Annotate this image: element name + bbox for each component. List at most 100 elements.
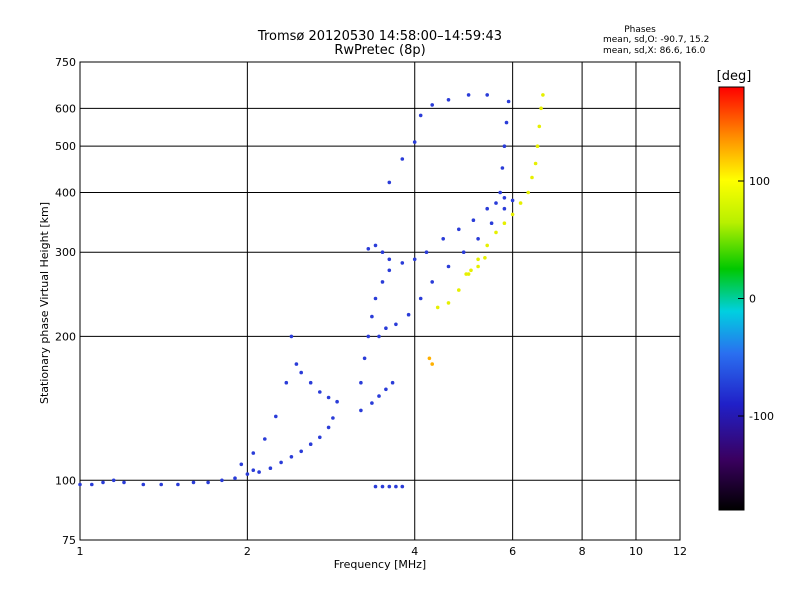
data-point bbox=[435, 305, 440, 310]
data-point bbox=[370, 401, 374, 405]
x-tick-label: 10 bbox=[629, 545, 643, 558]
data-point bbox=[366, 334, 371, 339]
data-point bbox=[412, 257, 417, 262]
y-axis-label: Stationary phase Virtual Height [km] bbox=[38, 202, 51, 404]
data-point bbox=[471, 218, 476, 222]
colorbar-ticks: 100 0 -100 bbox=[738, 175, 774, 423]
data-point bbox=[446, 301, 451, 305]
data-point bbox=[373, 243, 378, 248]
data-point bbox=[176, 482, 180, 487]
data-point bbox=[141, 482, 146, 487]
data-point bbox=[412, 140, 417, 144]
data-point bbox=[335, 399, 339, 404]
data-point bbox=[274, 414, 278, 419]
data-point bbox=[387, 484, 392, 489]
data-point bbox=[326, 425, 331, 430]
data-point bbox=[279, 460, 283, 465]
data-point bbox=[380, 484, 385, 489]
data-point bbox=[406, 312, 411, 317]
data-point bbox=[485, 93, 490, 97]
x-tick-label: 2 bbox=[244, 545, 251, 558]
data-point bbox=[498, 190, 503, 195]
data-point bbox=[430, 280, 435, 284]
data-point bbox=[387, 180, 392, 185]
data-point bbox=[308, 380, 313, 385]
data-point bbox=[539, 106, 543, 111]
phase-stats-heading: Phases bbox=[624, 25, 656, 35]
data-point bbox=[461, 250, 466, 254]
data-point bbox=[318, 435, 322, 440]
data-point bbox=[257, 470, 261, 474]
data-point bbox=[206, 480, 210, 485]
data-point bbox=[384, 387, 388, 392]
y-tick-label: 300 bbox=[55, 246, 76, 259]
data-point bbox=[533, 161, 538, 166]
data-point bbox=[308, 442, 313, 447]
data-point bbox=[518, 201, 523, 205]
data-point bbox=[400, 484, 405, 489]
data-point bbox=[78, 482, 82, 487]
y-tick-label: 75 bbox=[62, 534, 76, 547]
data-point bbox=[485, 243, 490, 248]
data-point bbox=[441, 237, 446, 241]
data-point bbox=[424, 250, 429, 254]
data-point bbox=[294, 362, 299, 366]
data-point bbox=[239, 462, 244, 467]
data-point bbox=[394, 484, 398, 489]
x-tick-label: 6 bbox=[509, 545, 516, 558]
data-point bbox=[318, 390, 322, 394]
data-point bbox=[502, 196, 507, 200]
y-tick-labels: 75 100 200 300 400 500 600 750 bbox=[55, 56, 76, 547]
data-point bbox=[535, 144, 540, 148]
colorbar-tick-label: 0 bbox=[749, 293, 756, 306]
data-point bbox=[263, 437, 267, 441]
data-point bbox=[530, 175, 534, 180]
y-tick-label: 100 bbox=[55, 474, 76, 487]
plot-frame bbox=[79, 61, 681, 541]
data-point bbox=[268, 466, 273, 471]
data-point bbox=[384, 326, 388, 331]
data-point bbox=[373, 484, 378, 489]
x-tick-labels: 1 2 4 6 8 10 12 bbox=[77, 545, 688, 558]
data-point bbox=[233, 476, 237, 481]
data-point bbox=[362, 356, 367, 361]
data-point bbox=[494, 201, 498, 205]
plot-area bbox=[79, 61, 681, 541]
data-point bbox=[476, 257, 480, 262]
data-point bbox=[483, 255, 487, 260]
data-point bbox=[191, 480, 196, 485]
data-point bbox=[446, 264, 451, 269]
data-point bbox=[289, 334, 294, 339]
data-point bbox=[251, 468, 256, 473]
y-tick-label: 400 bbox=[55, 186, 76, 199]
data-point bbox=[494, 230, 498, 235]
data-point bbox=[430, 103, 435, 107]
data-point bbox=[446, 98, 451, 102]
colorbar-tick-label: -100 bbox=[749, 410, 774, 423]
y-tick-label: 500 bbox=[55, 140, 76, 153]
data-point bbox=[299, 370, 304, 375]
data-point bbox=[380, 250, 385, 254]
data-point bbox=[510, 212, 515, 217]
data-points bbox=[78, 93, 545, 489]
data-point bbox=[510, 198, 515, 203]
data-point bbox=[466, 93, 471, 97]
data-point bbox=[299, 449, 304, 454]
data-point bbox=[387, 257, 392, 262]
x-tick-label: 12 bbox=[673, 545, 687, 558]
data-point bbox=[502, 221, 507, 225]
data-point bbox=[359, 380, 363, 385]
y-tick-label: 750 bbox=[55, 56, 76, 69]
data-point bbox=[331, 416, 335, 420]
data-point bbox=[373, 296, 378, 301]
data-point bbox=[284, 380, 289, 385]
data-point bbox=[418, 113, 423, 118]
y-tick-label: 600 bbox=[55, 102, 76, 115]
data-point bbox=[370, 314, 374, 319]
data-point bbox=[245, 472, 250, 476]
data-point bbox=[489, 221, 494, 225]
phase-stats-o: mean, sd,O: -90.7, 15.2 bbox=[603, 35, 709, 45]
data-point bbox=[469, 268, 473, 273]
data-point bbox=[251, 451, 256, 455]
